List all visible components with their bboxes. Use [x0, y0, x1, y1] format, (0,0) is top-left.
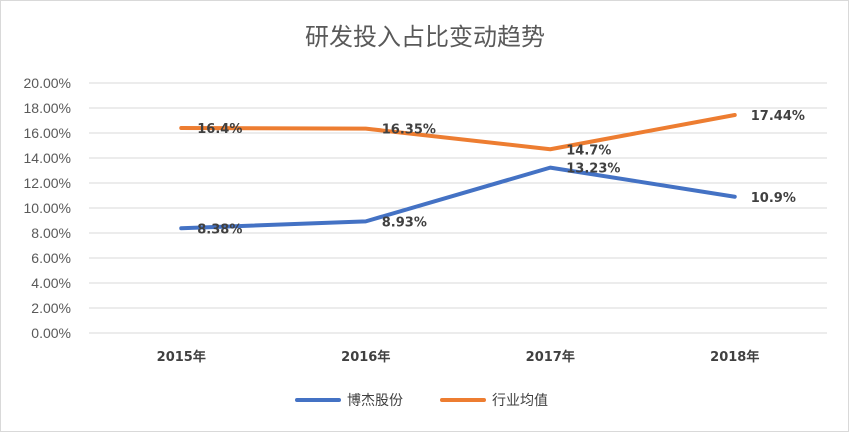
data-labels: 8.38% 8.93% 13.23% 10.9% 16.4% 16.35% 14.7% 17.… — [197, 109, 805, 237]
y-tick-label: 12.00% — [24, 175, 71, 191]
chart-title: 研发投入占比变动趋势 — [305, 23, 545, 51]
data-label: 10.9% — [751, 191, 796, 206]
x-tick-label: 2016年 — [341, 349, 390, 365]
x-tick-label: 2015年 — [157, 349, 206, 365]
data-label: 8.93% — [382, 215, 427, 230]
series-line-2 — [179, 113, 737, 152]
y-tick-label: 14.00% — [24, 150, 71, 166]
data-label: 13.23% — [566, 162, 620, 177]
x-axis: 2015年 2016年 2017年 2018年 — [157, 349, 760, 365]
legend: 博杰股份 行业均值 — [295, 392, 548, 409]
series-lines — [179, 113, 737, 231]
data-label: 16.35% — [382, 123, 436, 138]
y-tick-label: 8.00% — [31, 225, 71, 241]
gridlines — [89, 82, 827, 334]
y-tick-label: 0.00% — [31, 325, 71, 341]
y-tick-label: 6.00% — [31, 250, 71, 266]
x-tick-label: 2017年 — [526, 349, 575, 365]
y-tick-label: 18.00% — [24, 100, 71, 116]
data-label: 8.38% — [197, 222, 242, 237]
y-tick-label: 4.00% — [31, 275, 71, 291]
x-tick-label: 2018年 — [710, 349, 759, 365]
y-tick-label: 16.00% — [24, 125, 71, 141]
series-line-1 — [179, 165, 737, 231]
data-label: 17.44% — [751, 109, 805, 124]
y-tick-label: 2.00% — [31, 300, 71, 316]
data-label: 16.4% — [197, 122, 242, 137]
y-axis: 0.00% 2.00% 4.00% 6.00% 8.00% 10.00% 12.00% 14.… — [24, 75, 71, 341]
legend-label: 博杰股份 — [347, 392, 403, 409]
y-tick-label: 20.00% — [24, 75, 71, 91]
y-tick-label: 10.00% — [24, 200, 71, 216]
data-label: 14.7% — [566, 143, 611, 158]
legend-label: 行业均值 — [492, 393, 548, 409]
